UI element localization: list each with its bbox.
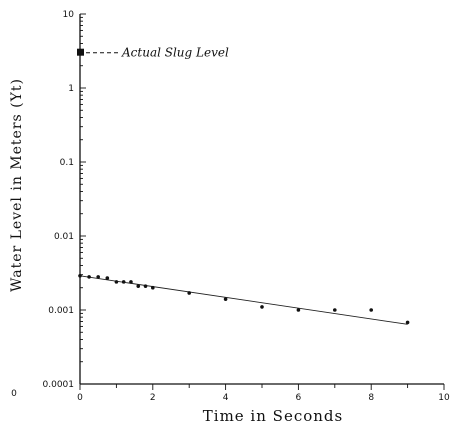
x-tick-label: 10 (438, 393, 450, 403)
actual-slug-level-group: Actual Slug Level (77, 46, 229, 60)
data-point (151, 285, 155, 290)
y-tick-labels: 0.0001 0.001 0.01 0.1 1 10 (43, 10, 75, 390)
data-point (78, 273, 82, 278)
x-tick-label: 2 (150, 393, 156, 403)
data-point (333, 308, 337, 312)
slug-level-marker (77, 48, 84, 56)
slug-level-label: Actual Slug Level (121, 46, 229, 60)
data-point (136, 284, 141, 288)
tick-marks (79, 13, 445, 390)
x-tick-label: 0 (77, 393, 83, 403)
data-point (105, 276, 110, 280)
fit-line-group (79, 275, 408, 325)
x-tick-label: 8 (368, 393, 374, 403)
y-tick-label: 0.1 (60, 158, 74, 168)
x-tick-label: 6 (296, 393, 302, 403)
data-point (296, 308, 301, 312)
y-tick-label: 10 (63, 10, 75, 20)
data-point (87, 275, 91, 279)
data-point (260, 305, 264, 309)
x-axis-title: Time in Seconds (203, 407, 343, 424)
data-point (223, 297, 228, 301)
y-tick-label: 1 (68, 84, 74, 94)
y-axis-title: Water Level in Meters (Yt) (9, 78, 25, 292)
y-tick-label: 0.01 (54, 232, 74, 242)
axes (79, 14, 444, 385)
data-point (405, 320, 410, 325)
fit-line (79, 275, 408, 325)
data-point (129, 280, 133, 284)
data-points (78, 273, 410, 325)
data-point (114, 280, 119, 284)
x-origin-label: 0 (11, 389, 17, 399)
y-tick-label: 0.001 (48, 306, 74, 316)
data-point (143, 284, 148, 288)
data-point (96, 275, 100, 279)
x-tick-labels: 0 2 4 6 8 10 (77, 393, 450, 403)
data-point (187, 291, 191, 295)
x-tick-label: 4 (223, 393, 229, 403)
data-point (121, 280, 126, 284)
data-point (369, 308, 374, 312)
y-tick-label: 0.0001 (43, 380, 75, 390)
